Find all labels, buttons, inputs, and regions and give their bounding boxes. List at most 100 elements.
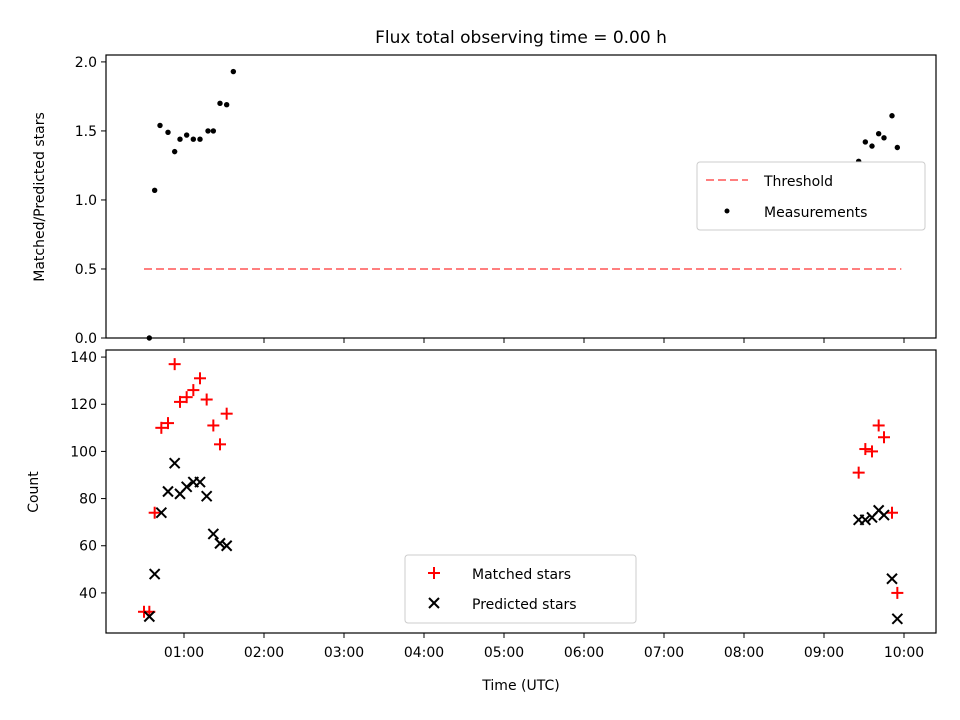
matched-stars-point: [148, 506, 161, 519]
legend-matched-label: Matched stars: [472, 567, 571, 583]
matched-stars-point: [180, 391, 193, 404]
chart-title: Flux total observing time = 0.00 h: [375, 28, 667, 48]
matched-stars-point: [872, 419, 885, 432]
x-tick-label: 01:00: [164, 645, 204, 661]
legend-measurements-label: Measurements: [764, 205, 867, 221]
top-marks: [144, 68, 902, 341]
top-panel: Flux total observing time = 0.00 h Match…: [32, 28, 937, 347]
matched-stars-point: [200, 393, 213, 406]
measurement-point: [862, 139, 869, 145]
x-tick-label: 03:00: [324, 645, 364, 661]
bottom-axes-frame: [105, 349, 937, 634]
legend-threshold-label: Threshold: [763, 174, 833, 190]
measurement-point: [205, 128, 211, 134]
predicted-stars-point: [891, 613, 904, 625]
matched-stars-point: [187, 384, 200, 397]
matched-stars-point: [194, 372, 206, 385]
y-tick-label: 0.5: [75, 262, 97, 278]
measurement-point: [171, 148, 178, 155]
top-x-ticks: [183, 338, 905, 343]
predicted-stars-point: [162, 485, 174, 498]
measurement-point: [210, 128, 217, 134]
y-tick-label: 60: [79, 539, 97, 555]
x-tick-label: 05:00: [484, 645, 524, 661]
predicted-stars-point: [207, 528, 220, 540]
legend-matched-swatch: [428, 567, 440, 579]
matched-stars-point: [220, 407, 233, 420]
top-y-ticks: 0.0 0.5 1.0 1.5 2.0: [75, 55, 106, 347]
matched-stars-point: [207, 419, 220, 432]
x-tick-label: 07:00: [644, 645, 684, 661]
predicted-stars-point: [886, 573, 898, 585]
x-axis-label: Time (UTC): [481, 678, 559, 694]
measurement-point: [157, 122, 163, 129]
measurement-point: [869, 143, 875, 149]
predicted-stars-point: [194, 476, 206, 488]
x-tick-label: 10:00: [884, 645, 924, 661]
matched-stars-point: [866, 445, 878, 458]
x-tick-label: 08:00: [724, 645, 764, 661]
y-tick-label: 2.0: [75, 55, 97, 71]
y-tick-label: 1.0: [75, 193, 97, 209]
bottom-y-axis-label: Count: [26, 471, 42, 513]
bottom-x-ticks: 01:00 02:00 03:00 04:00 05:00 06:00 07:00 08:00…: [164, 633, 924, 661]
matched-stars-point: [214, 438, 226, 451]
predicted-stars-point: [214, 537, 226, 550]
y-tick-label: 120: [70, 397, 97, 413]
legend-predicted-label: Predicted stars: [472, 597, 577, 613]
y-tick-label: 80: [79, 492, 97, 508]
x-tick-label: 04:00: [404, 645, 444, 661]
predicted-stars-point: [878, 509, 890, 521]
measurement-point: [881, 135, 887, 141]
predicted-stars-point: [859, 514, 872, 526]
predicted-stars-point: [180, 481, 193, 493]
x-tick-label: 09:00: [804, 645, 844, 661]
measurement-point: [197, 136, 203, 142]
bottom-panel: Count Time (UTC) 40 60 80 100 120 140 01:00 02…: [26, 349, 937, 694]
matched-stars-point: [168, 358, 181, 371]
predicted-stars-point: [155, 507, 168, 519]
y-tick-label: 40: [79, 586, 97, 602]
matched-stars-point: [174, 395, 186, 408]
top-y-axis-label: Matched/Predicted stars: [32, 112, 48, 282]
x-tick-label: 02:00: [244, 645, 284, 661]
matched-stars-point: [155, 421, 168, 434]
matched-stars-point: [162, 417, 174, 430]
bottom-marks: [138, 358, 904, 625]
bottom-legend-box: [404, 554, 637, 624]
measurement-point: [217, 100, 223, 107]
matched-stars-point: [878, 431, 890, 444]
measurement-point: [230, 68, 237, 75]
measurement-point: [223, 101, 230, 108]
measurement-point: [177, 136, 183, 142]
measurement-point: [151, 187, 158, 193]
predicted-stars-point: [200, 490, 213, 502]
predicted-stars-point: [148, 568, 161, 580]
x-tick-label: 06:00: [564, 645, 604, 661]
matched-stars-point: [891, 586, 904, 599]
legend-predicted-swatch: [428, 597, 440, 609]
bottom-legend: Matched stars Predicted stars: [404, 554, 637, 624]
top-legend: Threshold Measurements: [696, 161, 926, 231]
measurement-point: [894, 144, 901, 151]
measurement-point: [875, 130, 882, 137]
matched-stars-point: [852, 466, 865, 479]
y-tick-label: 100: [70, 444, 97, 460]
predicted-stars-point: [143, 610, 156, 623]
predicted-stars-point: [220, 540, 233, 552]
y-tick-label: 1.5: [75, 124, 97, 140]
matched-stars-point: [859, 443, 872, 456]
legend-measurements-swatch: [724, 208, 730, 214]
measurement-point: [190, 136, 197, 142]
measurement-point: [165, 129, 171, 136]
top-legend-box: [696, 161, 926, 231]
y-tick-label: 140: [70, 350, 97, 366]
measurement-point: [889, 113, 895, 119]
top-axes-frame: [105, 54, 937, 339]
predicted-stars-point: [168, 457, 181, 469]
measurement-point: [146, 335, 153, 341]
bottom-y-ticks: 40 60 80 100 120 140: [70, 350, 106, 602]
matched-stars-point: [886, 506, 898, 519]
measurement-point: [183, 132, 190, 138]
